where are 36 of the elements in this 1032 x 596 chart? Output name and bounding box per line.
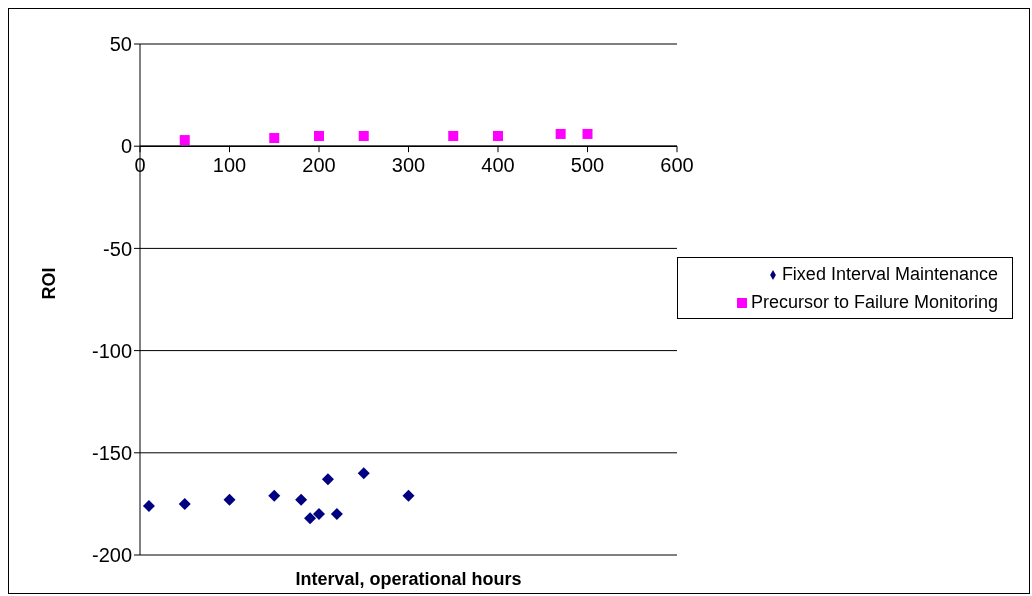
x-tick-label: 300 — [391, 154, 426, 177]
point — [555, 128, 566, 139]
point — [268, 489, 281, 502]
x-tick-label: 0 — [134, 154, 146, 177]
point — [321, 473, 334, 486]
point — [269, 133, 280, 144]
point — [142, 499, 155, 512]
point — [179, 135, 190, 146]
x-axis-title: Interval, operational hours — [295, 569, 522, 589]
point — [358, 130, 369, 141]
point — [582, 128, 593, 139]
point — [330, 508, 343, 521]
y-tick-label: 0 — [120, 135, 132, 158]
point — [402, 489, 415, 502]
x-tick-label: 400 — [481, 154, 515, 177]
point — [223, 493, 236, 506]
point — [178, 497, 191, 510]
point — [357, 467, 370, 480]
y-tick-label: -100 — [91, 339, 132, 362]
y-axis-title: ROI — [39, 267, 60, 300]
point — [448, 130, 459, 141]
point — [493, 130, 503, 141]
y-tick-label: -50 — [103, 237, 132, 260]
x-tick-label: 100 — [212, 154, 247, 177]
point — [295, 493, 308, 506]
legend-label: Precursor to Failure Monitoring — [750, 292, 998, 312]
point — [314, 130, 324, 141]
y-tick-label: -200 — [91, 544, 132, 567]
point — [313, 508, 325, 521]
y-tick-label: 50 — [109, 33, 132, 56]
legend-label: Fixed Interval Maintenance — [781, 264, 998, 284]
y-tick-label: -150 — [91, 441, 132, 464]
x-tick-label: 200 — [302, 154, 336, 177]
x-tick-label: 500 — [570, 154, 605, 177]
point — [304, 512, 317, 525]
x-tick-label: 600 — [660, 154, 694, 177]
